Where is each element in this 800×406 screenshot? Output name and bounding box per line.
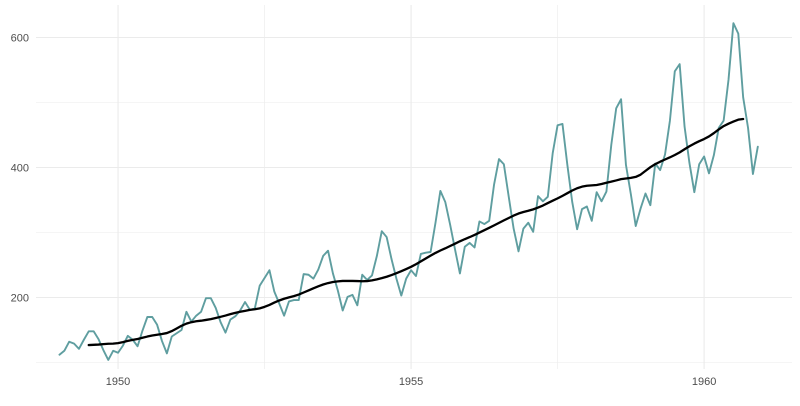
y-tick-label: 600 [11,33,29,45]
minor-gridlines [36,5,792,369]
major-gridlines [36,5,792,369]
y-tick-label: 400 [11,163,29,175]
passengers-line [58,22,759,361]
x-tick-label: 1950 [106,376,130,388]
x-tick-label: 1960 [692,376,716,388]
y-tick-label: 200 [11,293,29,305]
x-axis-ticks: 1950 1955 1960 [106,376,717,388]
series-layer [58,22,759,361]
x-tick-label: 1955 [399,376,423,388]
trend-line [87,117,745,347]
y-axis-ticks: 200 400 600 [11,33,29,305]
